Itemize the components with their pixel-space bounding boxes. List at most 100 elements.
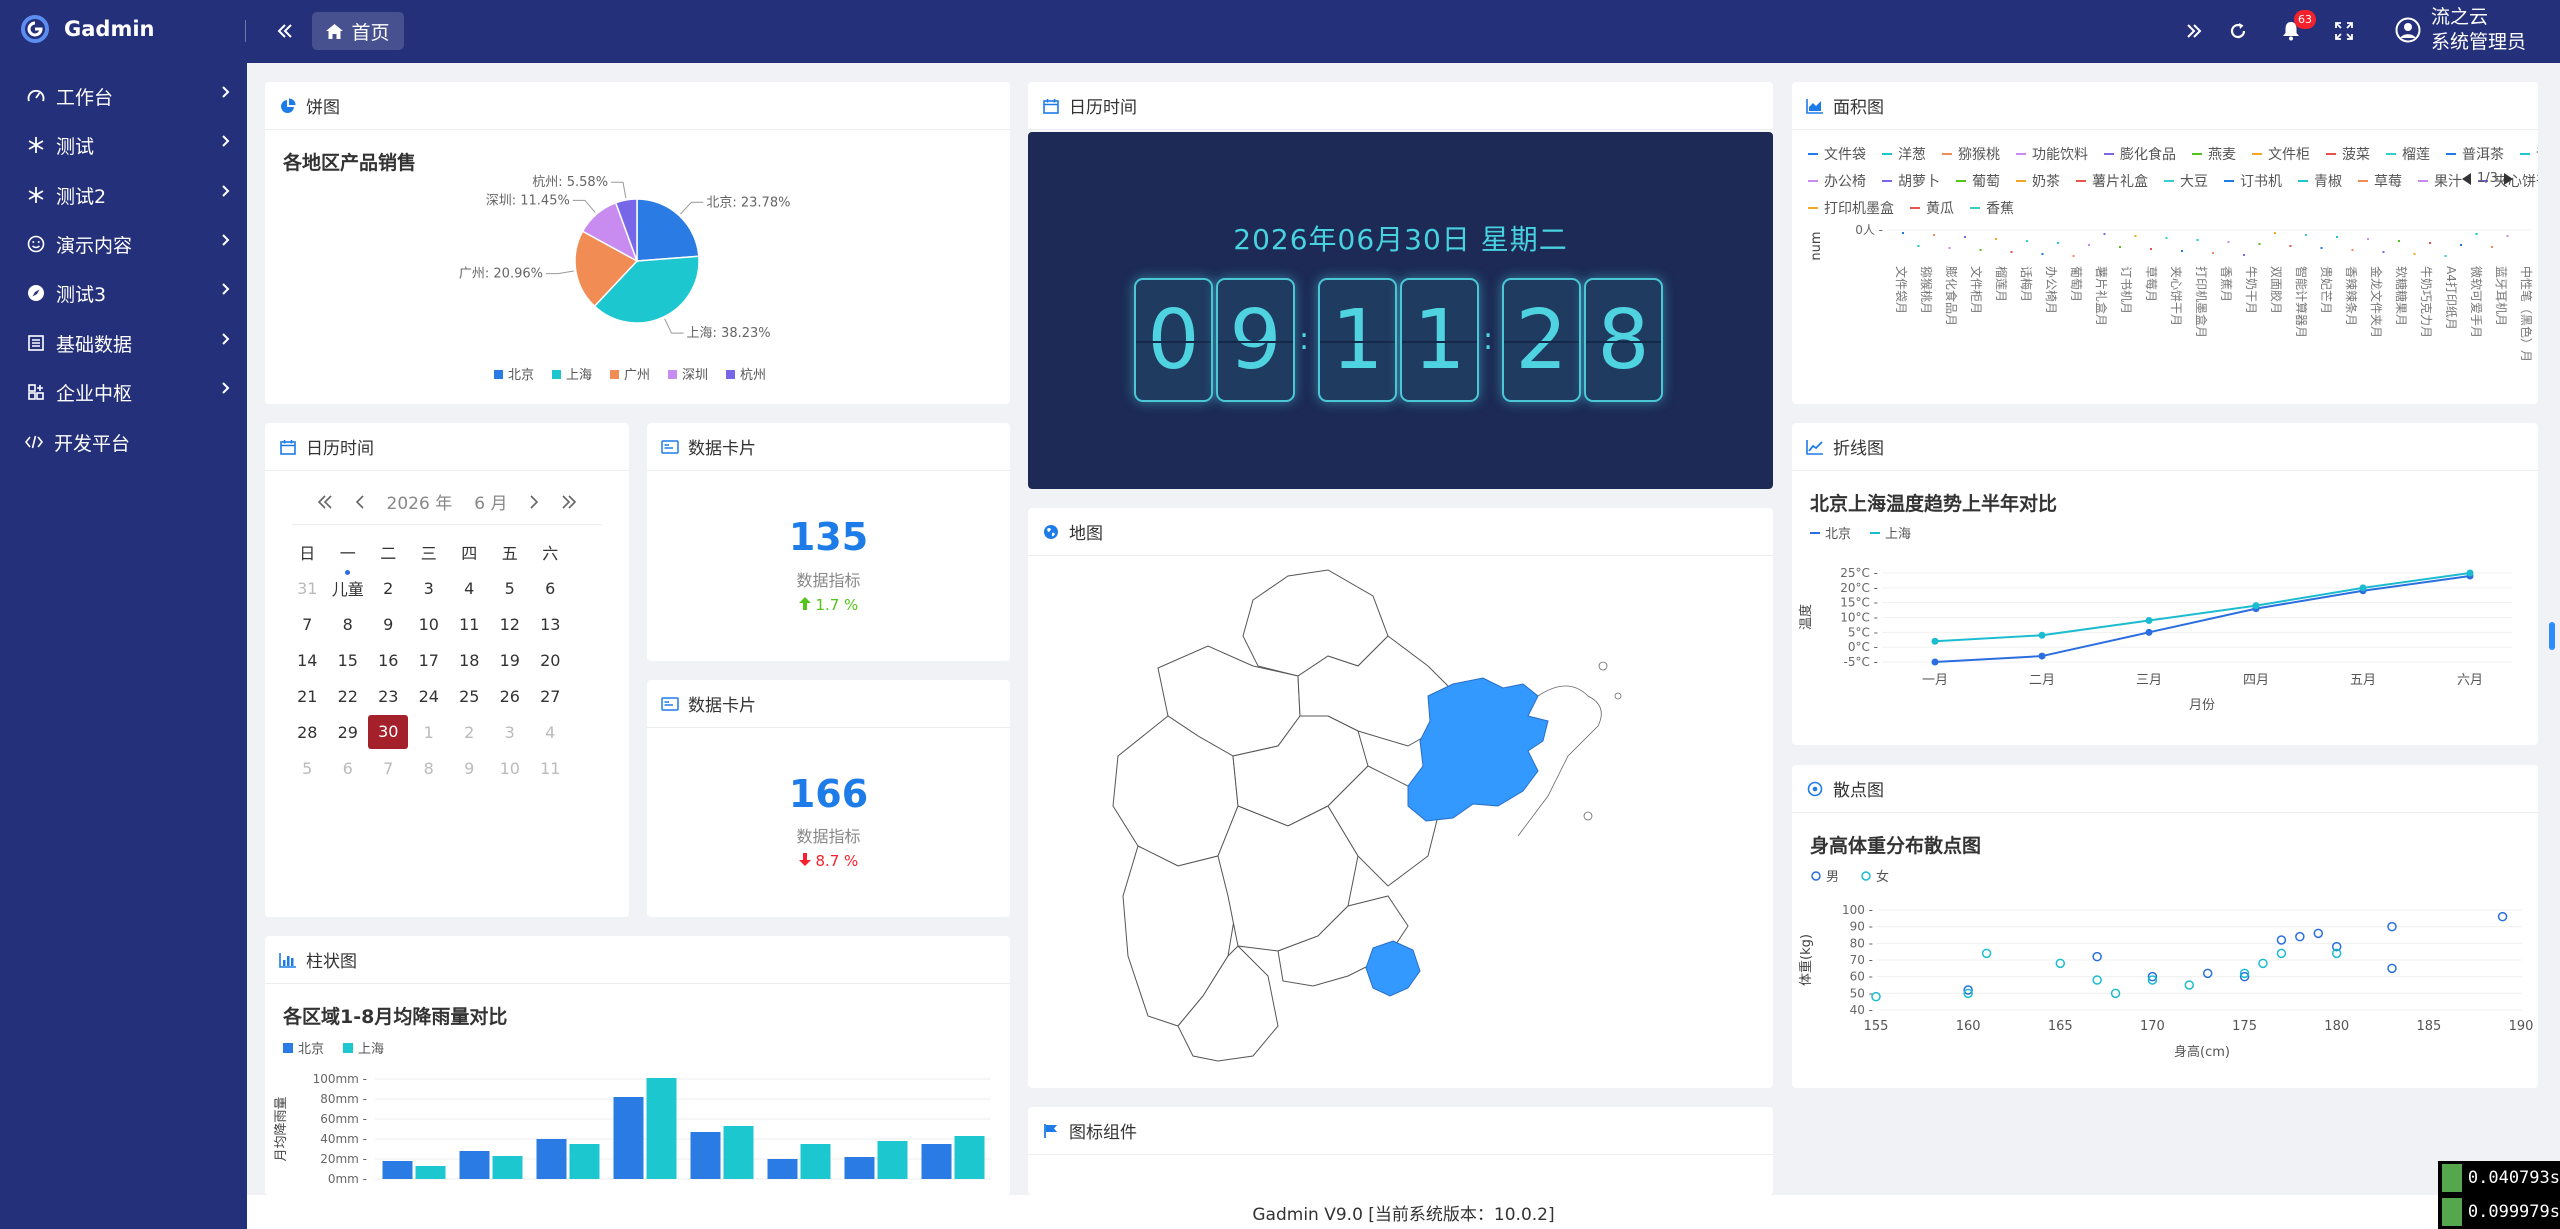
calendar-day[interactable]: 27 xyxy=(540,686,561,706)
calendar-month[interactable]: 6 月 xyxy=(474,494,508,514)
calendar-day[interactable]: 19 xyxy=(499,650,520,670)
sidebar-item-dev-platform[interactable]: 开发平台 xyxy=(0,420,247,464)
y-tick-label: 50 - xyxy=(1850,986,1873,1000)
calendar-day[interactable]: 25 xyxy=(459,686,480,706)
legend-item[interactable]: 功能饮料 xyxy=(2016,140,2088,167)
legend-item[interactable]: 草莓 xyxy=(2358,167,2402,194)
legend-item[interactable]: 薯片礼盒 xyxy=(2076,167,2148,194)
calendar-day[interactable]: 22 xyxy=(337,686,358,706)
legend-item[interactable]: 胡萝卜 xyxy=(1882,167,1940,194)
region-map[interactable] xyxy=(1028,556,1773,1088)
sidebar-item-demo[interactable]: 演示内容 xyxy=(0,222,247,266)
scroll-handle[interactable] xyxy=(2549,622,2555,650)
calendar-day[interactable]: 12 xyxy=(499,614,520,634)
legend-item[interactable]: 青椒 xyxy=(2298,167,2342,194)
calendar-day[interactable]: 7 xyxy=(383,758,394,778)
sidebar-item-workbench[interactable]: 工作台 xyxy=(0,74,247,118)
legend-item[interactable]: 果汁 xyxy=(2418,167,2462,194)
sidebar-item-test3[interactable]: 测试3 xyxy=(0,271,247,315)
calendar-day[interactable]: 16 xyxy=(378,650,399,670)
calendar-day[interactable]: 5 xyxy=(302,758,313,778)
legend-item[interactable]: 办公椅 xyxy=(1808,167,1866,194)
page-prev-icon[interactable] xyxy=(2460,172,2472,186)
calendar-day[interactable]: 20 xyxy=(540,650,561,670)
sidebar-item-enterprise[interactable]: 企业中枢 xyxy=(0,370,247,414)
legend-item[interactable]: 葡萄 xyxy=(1956,167,2000,194)
legend-swatch xyxy=(1808,206,1818,209)
collapse-sidebar-button[interactable] xyxy=(270,16,300,46)
calendar-day[interactable]: 28 xyxy=(297,722,318,742)
scatter-point xyxy=(2110,988,2121,999)
user-menu[interactable]: 流之云 系统管理员 xyxy=(2395,5,2526,55)
calendar-day[interactable]: 29 xyxy=(337,722,358,742)
prev-year-button[interactable] xyxy=(317,494,333,509)
calendar-day[interactable]: 2 xyxy=(464,722,475,742)
legend-item[interactable]: 打印机墨盒 xyxy=(1808,194,1894,221)
next-month-button[interactable] xyxy=(529,494,539,509)
legend-item[interactable]: 大豆 xyxy=(2164,167,2208,194)
calendar-day[interactable]: 24 xyxy=(418,686,439,706)
calendar-day[interactable]: 23 xyxy=(378,686,399,706)
fullscreen-button[interactable] xyxy=(2330,17,2358,45)
series-line xyxy=(1934,574,2471,663)
calendar-day[interactable]: 10 xyxy=(499,758,520,778)
legend-item[interactable]: 文件柜 xyxy=(2252,140,2310,167)
page-next-icon[interactable] xyxy=(2503,172,2515,186)
calendar-day[interactable]: 8 xyxy=(342,614,353,634)
calendar-day[interactable]: 9 xyxy=(464,758,475,778)
legend-item[interactable]: 菠菜 xyxy=(2326,140,2370,167)
calendar-day[interactable]: 6 xyxy=(545,578,556,598)
calendar-day[interactable]: 1 xyxy=(423,722,434,742)
tab-home[interactable]: 首页 xyxy=(312,12,404,50)
calendar-day[interactable]: 6 xyxy=(342,758,353,778)
calendar-day[interactable]: 3 xyxy=(423,578,434,598)
calendar-day[interactable]: 13 xyxy=(540,614,561,634)
calendar-day[interactable]: 15 xyxy=(337,650,358,670)
legend-item[interactable]: 普洱茶 xyxy=(2446,140,2504,167)
scatter-point xyxy=(2147,971,2158,982)
calendar-day[interactable]: 17 xyxy=(418,650,439,670)
calendar-day[interactable]: 2 xyxy=(383,578,394,598)
legend-page-indicator: 1/3 xyxy=(2477,171,2498,186)
bell-icon xyxy=(2283,22,2299,41)
calendar-day[interactable]: 10 xyxy=(418,614,439,634)
legend-item[interactable]: 文件袋 xyxy=(1808,140,1866,167)
calendar-day[interactable]: 9 xyxy=(383,614,394,634)
calendar-day[interactable]: 4 xyxy=(545,722,556,742)
calendar-day[interactable]: 11 xyxy=(459,614,480,634)
calendar-day[interactable]: 14 xyxy=(297,650,318,670)
legend-item[interactable]: 榴莲 xyxy=(2386,140,2430,167)
sidebar-item-test[interactable]: 测试 xyxy=(0,123,247,167)
calendar-day[interactable]: 11 xyxy=(540,758,561,778)
next-year-button[interactable] xyxy=(561,494,577,509)
calendar-day[interactable]: 儿童 xyxy=(328,570,369,600)
calendar-day[interactable]: 7 xyxy=(302,614,313,634)
legend-item[interactable]: 奶茶 xyxy=(2016,167,2060,194)
brand[interactable]: Gadmin xyxy=(20,14,154,44)
area-data-mark xyxy=(2351,249,2354,251)
calendar-day[interactable]: 8 xyxy=(423,758,434,778)
notifications-button[interactable]: 63 xyxy=(2277,10,2316,45)
legend-item[interactable]: 订书机 xyxy=(2224,167,2282,194)
calendar-year[interactable]: 2026 年 xyxy=(386,494,453,514)
more-tabs-button[interactable] xyxy=(2180,17,2208,45)
calendar-day[interactable]: 5 xyxy=(504,578,515,598)
calendar-day[interactable]: 3 xyxy=(504,722,515,742)
legend-item[interactable]: 黄瓜 xyxy=(1910,194,1954,221)
legend-item[interactable]: 猕猴桃 xyxy=(1942,140,2000,167)
calendar-day[interactable]: 26 xyxy=(499,686,520,706)
calendar-day[interactable]: 18 xyxy=(459,650,480,670)
calendar-day[interactable]: 4 xyxy=(464,578,475,598)
legend-item[interactable]: 香蕉 xyxy=(1970,194,2014,221)
prev-month-button[interactable] xyxy=(355,494,365,509)
sidebar-item-test2[interactable]: 测试2 xyxy=(0,173,247,217)
legend-item[interactable]: 洋葱 xyxy=(1882,140,1926,167)
sidebar-item-base-data[interactable]: 基础数据 xyxy=(0,321,247,365)
refresh-button[interactable] xyxy=(2224,17,2252,45)
calendar-day[interactable]: 21 xyxy=(297,686,318,706)
calendar-day[interactable]: 30 xyxy=(368,715,409,749)
legend-item[interactable]: 燕麦 xyxy=(2192,140,2236,167)
legend-item[interactable]: 话梅 xyxy=(2520,140,2538,167)
calendar-day[interactable]: 31 xyxy=(297,578,318,598)
legend-item[interactable]: 膨化食品 xyxy=(2104,140,2176,167)
